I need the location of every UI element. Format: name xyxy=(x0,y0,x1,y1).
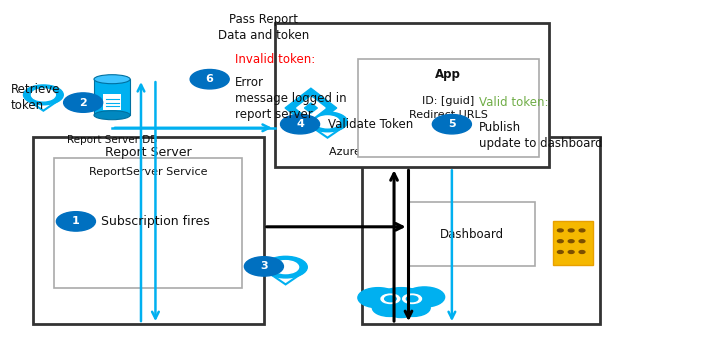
Circle shape xyxy=(568,251,574,253)
FancyBboxPatch shape xyxy=(275,23,549,167)
Text: 5: 5 xyxy=(448,119,455,129)
Circle shape xyxy=(308,112,348,132)
Circle shape xyxy=(281,114,320,134)
Text: Validate Token: Validate Token xyxy=(328,118,413,131)
Circle shape xyxy=(385,296,396,302)
Circle shape xyxy=(579,229,585,232)
Text: ReportServer Service: ReportServer Service xyxy=(89,167,208,177)
Text: 4: 4 xyxy=(296,119,304,129)
Circle shape xyxy=(375,288,427,314)
Text: 6: 6 xyxy=(206,74,213,84)
FancyBboxPatch shape xyxy=(362,137,600,324)
Polygon shape xyxy=(285,88,337,128)
Polygon shape xyxy=(296,97,325,119)
FancyBboxPatch shape xyxy=(408,202,535,266)
Circle shape xyxy=(557,251,563,253)
FancyBboxPatch shape xyxy=(553,221,593,265)
Text: 1: 1 xyxy=(72,216,80,226)
FancyBboxPatch shape xyxy=(103,94,121,110)
Text: Report Server DB: Report Server DB xyxy=(67,135,158,145)
Circle shape xyxy=(385,302,417,318)
Circle shape xyxy=(273,261,299,274)
Text: Retrieve
token: Retrieve token xyxy=(11,83,60,112)
Circle shape xyxy=(557,229,563,232)
Text: Azure Active Directory Tenant: Azure Active Directory Tenant xyxy=(330,147,495,157)
Text: ID: [guid]
Redirect URLS: ID: [guid] Redirect URLS xyxy=(408,96,488,120)
Ellipse shape xyxy=(94,75,130,84)
Circle shape xyxy=(403,294,422,303)
Text: Error
message logged in
report server: Error message logged in report server xyxy=(235,76,346,121)
Circle shape xyxy=(432,114,471,134)
FancyBboxPatch shape xyxy=(94,79,130,115)
Circle shape xyxy=(404,287,445,307)
Text: Report Server: Report Server xyxy=(105,146,192,159)
Circle shape xyxy=(381,294,400,303)
Text: Power BI Service: Power BI Service xyxy=(429,146,533,159)
Ellipse shape xyxy=(94,111,130,120)
Text: App: App xyxy=(435,68,461,81)
Circle shape xyxy=(568,229,574,232)
Circle shape xyxy=(315,116,340,128)
Circle shape xyxy=(579,240,585,243)
Circle shape xyxy=(358,288,398,308)
Circle shape xyxy=(32,89,55,101)
Text: Publish
update to dashboard: Publish update to dashboard xyxy=(479,121,603,150)
Text: 3: 3 xyxy=(260,261,268,271)
Text: 2: 2 xyxy=(80,98,87,108)
Text: Invalid token:: Invalid token: xyxy=(235,53,315,66)
Circle shape xyxy=(64,93,103,112)
Text: Valid token:: Valid token: xyxy=(479,96,549,109)
Circle shape xyxy=(244,257,283,276)
Circle shape xyxy=(264,256,307,278)
Text: Pass Report
Data and token: Pass Report Data and token xyxy=(218,13,309,42)
Circle shape xyxy=(190,69,229,89)
Polygon shape xyxy=(304,103,317,113)
Circle shape xyxy=(406,296,418,302)
FancyBboxPatch shape xyxy=(358,59,539,157)
Text: Subscription fires: Subscription fires xyxy=(101,215,210,228)
Circle shape xyxy=(395,299,430,316)
Circle shape xyxy=(568,240,574,243)
Circle shape xyxy=(372,299,407,316)
Circle shape xyxy=(579,251,585,253)
Circle shape xyxy=(23,85,64,105)
Circle shape xyxy=(56,212,95,231)
Text: Dashboard: Dashboard xyxy=(440,228,504,240)
Circle shape xyxy=(557,240,563,243)
FancyBboxPatch shape xyxy=(33,137,264,324)
FancyBboxPatch shape xyxy=(54,158,242,288)
